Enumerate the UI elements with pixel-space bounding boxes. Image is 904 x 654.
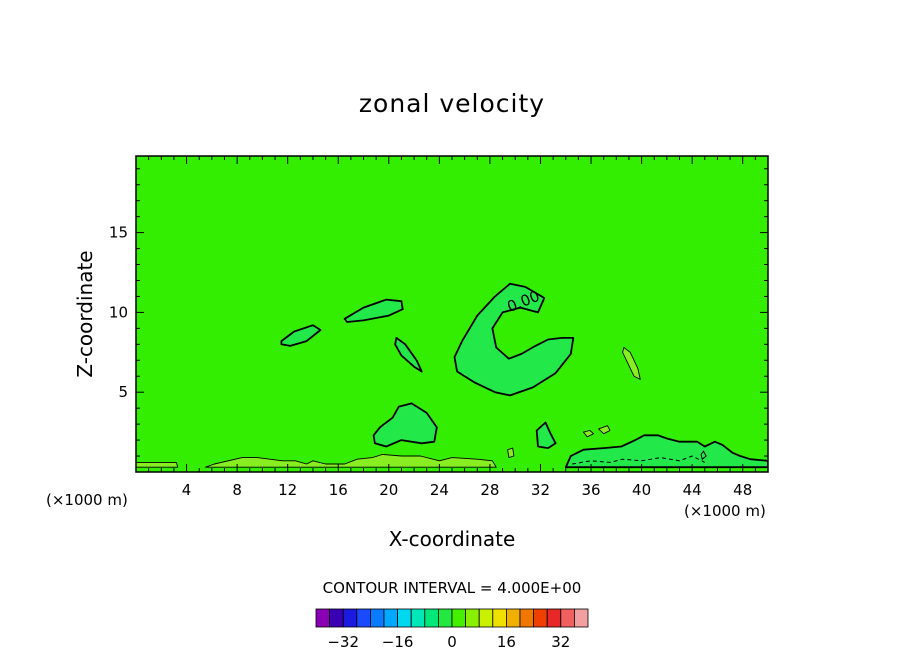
colorbar-swatch (397, 608, 412, 628)
colorbar-swatch (492, 608, 507, 628)
colorbar-tick-label: −32 (327, 633, 359, 651)
colorbar-swatch (424, 608, 439, 628)
positive-cell-29-1 (507, 447, 515, 459)
colorbar-tick-label: −16 (382, 633, 414, 651)
x-unit-right: (×1000 m) (684, 502, 766, 520)
x-tick-label: 20 (379, 481, 398, 499)
x-tick-label: 36 (581, 481, 600, 499)
colorbar-swatch (519, 608, 535, 628)
x-tick-label: 44 (683, 481, 702, 499)
positive-cell-37-3 (598, 425, 611, 435)
y-tick-label: 10 (109, 303, 128, 321)
colorbar-swatch (437, 608, 453, 628)
colorbar-swatch (410, 608, 426, 628)
chart-title: zonal velocity (359, 89, 545, 118)
colorbar-swatch (383, 608, 399, 628)
plot-area: 0.00 (135, 155, 769, 473)
positive-cell-21-3 (372, 402, 438, 448)
plot-background (136, 156, 768, 472)
positive-cell-32-2 (535, 421, 557, 450)
x-tick-label: 16 (329, 481, 348, 499)
colorbar-tick-label: 16 (497, 633, 516, 651)
x-unit-left: (×1000 m) (46, 491, 128, 509)
y-tick-label: 5 (118, 383, 128, 401)
y-axis-ticks: 5 10 15 (109, 168, 768, 457)
contour-small-loop (700, 450, 707, 461)
colorbar-tick-label: 0 (447, 633, 457, 651)
colorbar-swatch (369, 608, 385, 628)
x-tick-label: 24 (430, 481, 449, 499)
x-tick-label: 8 (232, 481, 242, 499)
positive-c-shape (453, 282, 575, 397)
x-tick-label: 32 (531, 481, 550, 499)
colorbar-swatch (533, 608, 548, 628)
positive-cell-21-7 (394, 336, 423, 373)
surface-band-mid (205, 453, 497, 468)
colorbar-swatch (478, 608, 494, 628)
positive-cell-18-10 (343, 298, 404, 323)
colorbar-swatch (505, 608, 521, 628)
colorbar-swatch (560, 608, 575, 628)
x-axis-label: X-coordinate (389, 527, 516, 551)
colorbar-swatch (329, 608, 344, 628)
colorbar-swatch (356, 608, 371, 628)
contour-interval-text: CONTOUR INTERVAL = 4.000E+00 (323, 579, 582, 597)
dashed-contour-surface (572, 455, 706, 465)
positive-cell-11-8 (280, 324, 322, 347)
colorbar (315, 608, 589, 628)
x-tick-label: 48 (733, 481, 752, 499)
colorbar-swatch (315, 608, 331, 628)
x-tick-label: 12 (278, 481, 297, 499)
colorbar-swatch (342, 608, 358, 628)
positive-cell-36-2 (583, 430, 595, 438)
x-axis-ticks: 4 8 12 16 20 24 28 32 36 40 44 48 (148, 156, 756, 499)
surface-band-left (136, 461, 179, 468)
colorbar-swatch (574, 608, 589, 628)
x-tick-label: 4 (182, 481, 192, 499)
colorbar-tick-label: 32 (551, 633, 570, 651)
positive-surface-band (564, 434, 768, 469)
colorbar-swatch (546, 608, 562, 628)
colorbar-swatch (451, 608, 467, 628)
y-axis-label: Z-coordinate (73, 250, 97, 377)
colorbar-swatch (465, 608, 480, 628)
y-tick-label: 15 (109, 224, 128, 242)
colorbar-tick-labels: −32 −16 0 16 32 (327, 633, 570, 651)
positive-cell-39-7 (622, 347, 641, 380)
x-tick-label: 40 (632, 481, 651, 499)
x-tick-label: 28 (480, 481, 499, 499)
